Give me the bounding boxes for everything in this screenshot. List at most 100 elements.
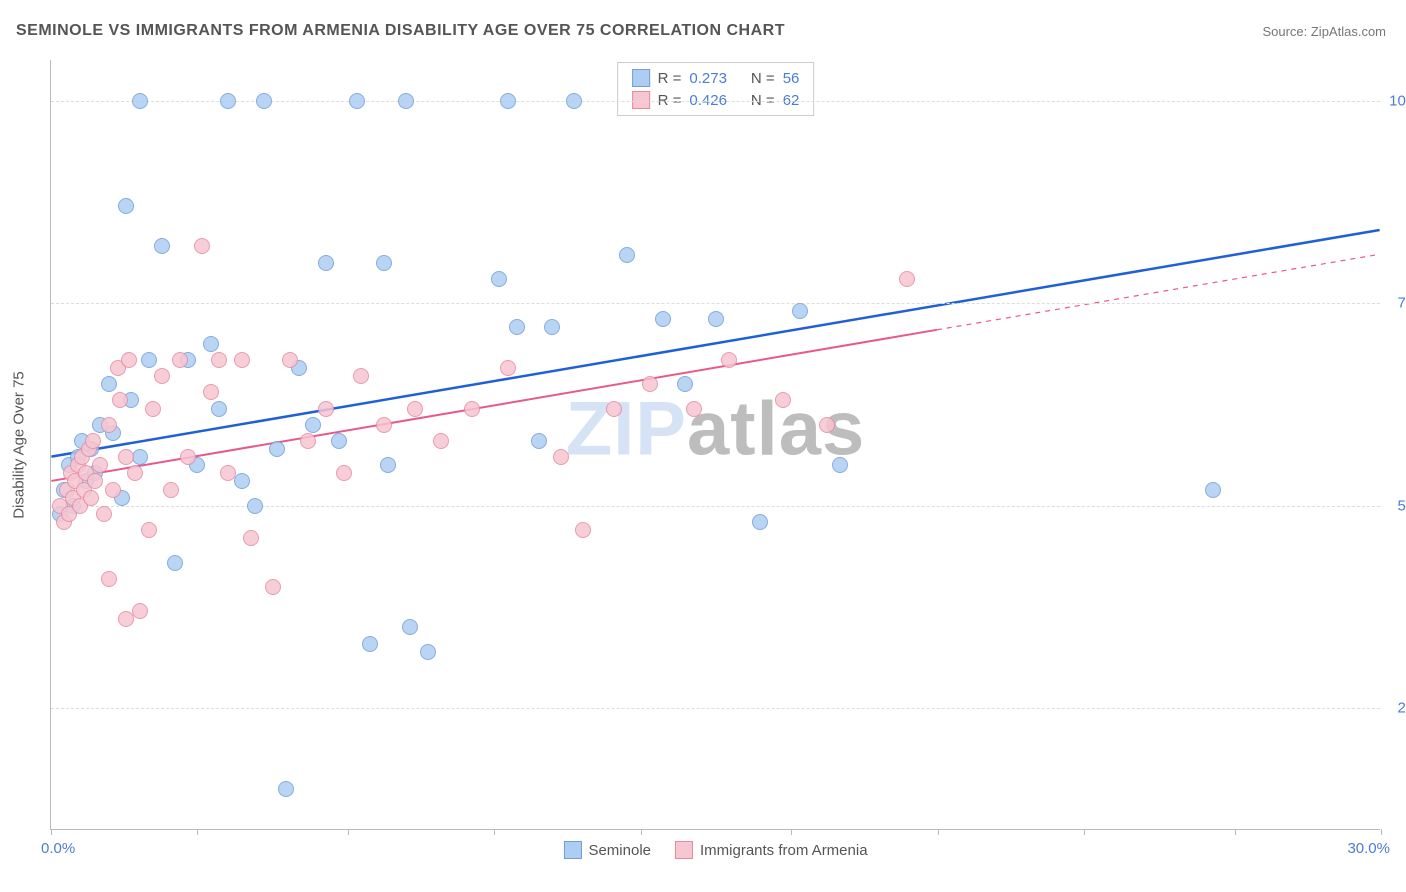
- data-point: [420, 644, 436, 660]
- x-tick: [51, 829, 52, 835]
- data-point: [708, 311, 724, 327]
- x-tick: [1235, 829, 1236, 835]
- x-tick: [1381, 829, 1382, 835]
- data-point: [362, 636, 378, 652]
- data-point: [101, 571, 117, 587]
- data-point: [544, 319, 560, 335]
- data-point: [118, 449, 134, 465]
- plot-area: Disability Age Over 75 ZIPatlas R =0.273…: [50, 60, 1380, 830]
- gridline: [51, 303, 1380, 304]
- data-point: [752, 514, 768, 530]
- data-point: [407, 401, 423, 417]
- legend-swatch: [632, 69, 650, 87]
- x-tick: [641, 829, 642, 835]
- data-point: [531, 433, 547, 449]
- legend: Seminole Immigrants from Armenia: [563, 841, 867, 859]
- data-point: [792, 303, 808, 319]
- data-point: [132, 603, 148, 619]
- x-axis-min-label: 0.0%: [41, 840, 75, 857]
- data-point: [118, 198, 134, 214]
- y-tick-label: 25.0%: [1385, 700, 1406, 717]
- data-point: [92, 457, 108, 473]
- data-point: [141, 352, 157, 368]
- x-axis-max-label: 30.0%: [1347, 840, 1390, 857]
- x-tick: [791, 829, 792, 835]
- y-tick-label: 100.0%: [1385, 92, 1406, 109]
- data-point: [87, 473, 103, 489]
- x-tick: [938, 829, 939, 835]
- data-point: [132, 93, 148, 109]
- data-point: [575, 522, 591, 538]
- data-point: [318, 401, 334, 417]
- x-tick: [494, 829, 495, 835]
- data-point: [655, 311, 671, 327]
- gridline: [51, 101, 1380, 102]
- data-point: [112, 392, 128, 408]
- data-point: [376, 255, 392, 271]
- data-point: [464, 401, 480, 417]
- data-point: [265, 579, 281, 595]
- x-tick: [1084, 829, 1085, 835]
- legend-item: Immigrants from Armenia: [675, 841, 868, 859]
- data-point: [500, 360, 516, 376]
- data-point: [619, 247, 635, 263]
- legend-label: Seminole: [588, 842, 651, 859]
- data-point: [85, 433, 101, 449]
- data-point: [500, 93, 516, 109]
- data-point: [721, 352, 737, 368]
- data-point: [154, 368, 170, 384]
- data-point: [220, 465, 236, 481]
- data-point: [642, 376, 658, 392]
- data-point: [163, 482, 179, 498]
- data-point: [101, 417, 117, 433]
- data-point: [211, 401, 227, 417]
- data-point: [105, 482, 121, 498]
- data-point: [203, 336, 219, 352]
- data-point: [145, 401, 161, 417]
- data-point: [686, 401, 702, 417]
- data-point: [318, 255, 334, 271]
- data-point: [331, 433, 347, 449]
- y-tick-label: 75.0%: [1385, 295, 1406, 312]
- trend-lines: [51, 60, 1380, 829]
- data-point: [1205, 482, 1221, 498]
- data-point: [127, 465, 143, 481]
- data-point: [677, 376, 693, 392]
- legend-label: Immigrants from Armenia: [700, 842, 868, 859]
- legend-item: Seminole: [563, 841, 651, 859]
- data-point: [606, 401, 622, 417]
- data-point: [96, 506, 112, 522]
- data-point: [353, 368, 369, 384]
- data-point: [336, 465, 352, 481]
- chart-title: SEMINOLE VS IMMIGRANTS FROM ARMENIA DISA…: [16, 22, 785, 40]
- data-point: [899, 271, 915, 287]
- data-point: [141, 522, 157, 538]
- data-point: [402, 619, 418, 635]
- data-point: [211, 352, 227, 368]
- x-tick: [197, 829, 198, 835]
- data-point: [180, 449, 196, 465]
- data-point: [83, 490, 99, 506]
- data-point: [234, 473, 250, 489]
- stats-row: R =0.273N =56: [632, 67, 800, 89]
- data-point: [398, 93, 414, 109]
- gridline: [51, 708, 1380, 709]
- data-point: [566, 93, 582, 109]
- data-point: [234, 352, 250, 368]
- y-axis-title: Disability Age Over 75: [11, 371, 28, 519]
- data-point: [172, 352, 188, 368]
- data-point: [247, 498, 263, 514]
- data-point: [819, 417, 835, 433]
- data-point: [305, 417, 321, 433]
- data-point: [243, 530, 259, 546]
- x-tick: [348, 829, 349, 835]
- data-point: [553, 449, 569, 465]
- y-tick-label: 50.0%: [1385, 497, 1406, 514]
- data-point: [101, 376, 117, 392]
- data-point: [121, 352, 137, 368]
- data-point: [832, 457, 848, 473]
- data-point: [775, 392, 791, 408]
- data-point: [194, 238, 210, 254]
- data-point: [433, 433, 449, 449]
- data-point: [380, 457, 396, 473]
